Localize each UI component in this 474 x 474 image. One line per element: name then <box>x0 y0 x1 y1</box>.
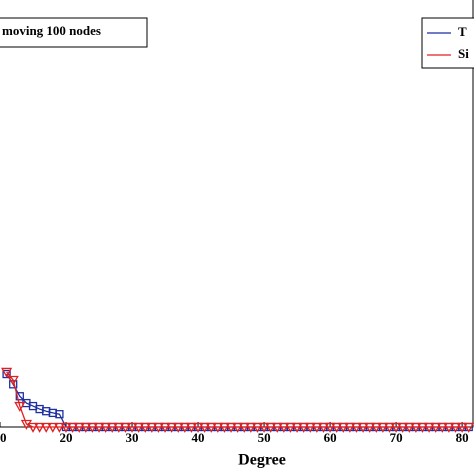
marker <box>238 422 250 433</box>
annotation-box <box>0 17 148 48</box>
marker <box>106 422 118 433</box>
marker <box>397 422 409 433</box>
marker <box>370 422 382 433</box>
x-tick-label: 30 <box>126 430 139 445</box>
x-tick-label: 80 <box>456 430 469 445</box>
x-tick-label: 50 <box>258 430 271 445</box>
marker <box>218 422 231 433</box>
marker <box>100 422 112 433</box>
marker <box>86 422 99 433</box>
x-tick-label: 10 <box>0 430 7 445</box>
marker <box>60 422 72 433</box>
marker <box>159 422 171 433</box>
marker <box>113 422 125 433</box>
marker <box>383 422 396 433</box>
x-tick-label: 60 <box>324 430 337 445</box>
marker <box>133 422 145 433</box>
marker <box>40 422 52 433</box>
marker <box>199 422 211 433</box>
marker <box>251 422 264 433</box>
marker <box>258 422 270 433</box>
marker <box>7 375 19 386</box>
x-tick-label: 70 <box>390 430 403 445</box>
marker <box>449 422 462 433</box>
marker <box>324 422 336 433</box>
legend-label: T <box>458 24 467 39</box>
marker <box>463 422 474 433</box>
marker <box>119 422 132 433</box>
marker <box>456 422 468 433</box>
marker <box>15 392 24 401</box>
marker <box>179 422 191 433</box>
marker <box>337 422 349 433</box>
marker <box>271 422 283 433</box>
marker <box>245 422 257 433</box>
marker <box>331 422 343 433</box>
marker <box>416 422 429 433</box>
marker <box>33 422 46 433</box>
marker <box>443 422 455 433</box>
marker <box>27 422 39 433</box>
marker <box>317 422 330 433</box>
marker <box>166 422 178 433</box>
marker <box>410 422 422 433</box>
marker <box>73 422 85 433</box>
marker <box>152 422 165 433</box>
marker <box>47 422 59 433</box>
marker <box>298 422 310 433</box>
marker <box>185 422 198 433</box>
marker <box>278 422 290 433</box>
marker <box>364 422 376 433</box>
x-tick-label: 40 <box>192 430 205 445</box>
marker <box>403 422 415 433</box>
marker <box>93 422 105 433</box>
marker <box>436 422 448 433</box>
marker <box>126 422 138 433</box>
marker <box>390 422 402 433</box>
marker <box>304 422 316 433</box>
marker <box>423 422 435 433</box>
marker <box>430 422 442 433</box>
marker <box>232 422 244 433</box>
marker <box>146 422 158 433</box>
marker <box>0 367 13 378</box>
marker <box>311 422 323 433</box>
marker <box>67 422 79 433</box>
marker <box>284 422 297 433</box>
marker <box>344 422 356 433</box>
marker <box>205 422 217 433</box>
plot-frame <box>0 0 474 428</box>
marker <box>192 422 204 433</box>
marker <box>80 422 92 433</box>
marker <box>377 422 389 433</box>
annotation: moving 100 nodes <box>2 23 101 38</box>
marker <box>53 422 66 433</box>
marker <box>14 401 26 412</box>
marker <box>291 422 303 433</box>
x-axis-label: Degree <box>238 452 286 469</box>
legend-label: Si <box>458 46 469 61</box>
series-line <box>6 373 469 428</box>
x-tick-label: 20 <box>60 430 73 445</box>
marker <box>357 422 369 433</box>
marker <box>139 422 151 433</box>
marker <box>350 422 363 433</box>
marker <box>55 410 64 419</box>
marker <box>212 422 224 433</box>
marker <box>265 422 277 433</box>
marker <box>172 422 184 433</box>
marker <box>225 422 237 433</box>
series-line <box>6 371 469 428</box>
legend-box <box>421 17 474 69</box>
